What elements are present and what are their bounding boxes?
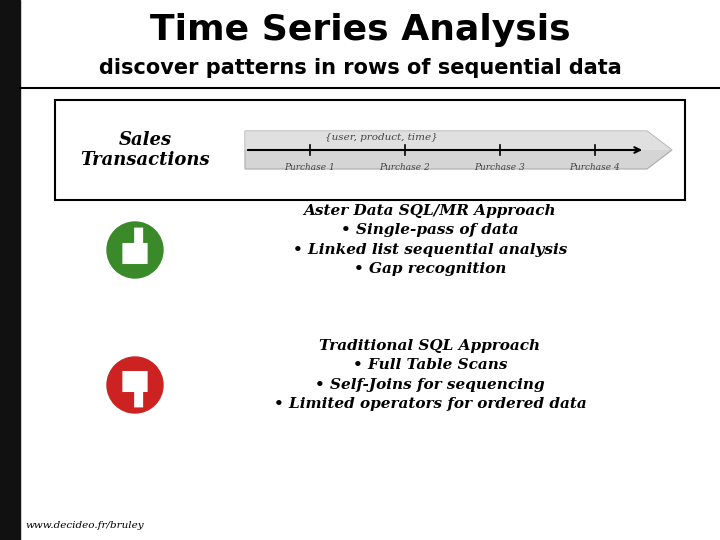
Text: www.decideo.fr/bruley: www.decideo.fr/bruley [25,521,143,530]
Bar [0,0,20,540]
Text: Aster Data SQL/MR Approach
• Single-pass of data
• Linked list sequential analys: Aster Data SQL/MR Approach • Single-pass… [293,204,567,276]
FancyBboxPatch shape [134,227,143,246]
Polygon shape [245,131,672,150]
Text: Time Series Analysis: Time Series Analysis [150,13,570,47]
FancyBboxPatch shape [122,243,148,264]
Bar [55,100,685,200]
FancyBboxPatch shape [122,371,148,392]
Circle shape [107,357,163,413]
Text: Traditional SQL Approach
• Full Table Scans
• Self-Joins for sequencing
• Limite: Traditional SQL Approach • Full Table Sc… [274,339,586,411]
Text: Purchase 3: Purchase 3 [474,163,526,172]
Polygon shape [245,131,672,169]
Text: Sales
Transactions: Sales Transactions [80,131,210,170]
Text: Purchase 4: Purchase 4 [570,163,621,172]
Text: Purchase 2: Purchase 2 [379,163,431,172]
FancyBboxPatch shape [134,389,143,407]
Text: discover patterns in rows of sequential data: discover patterns in rows of sequential … [99,58,621,78]
Text: Purchase 1: Purchase 1 [284,163,336,172]
Text: {user, product, time}: {user, product, time} [325,133,438,143]
Circle shape [107,222,163,278]
